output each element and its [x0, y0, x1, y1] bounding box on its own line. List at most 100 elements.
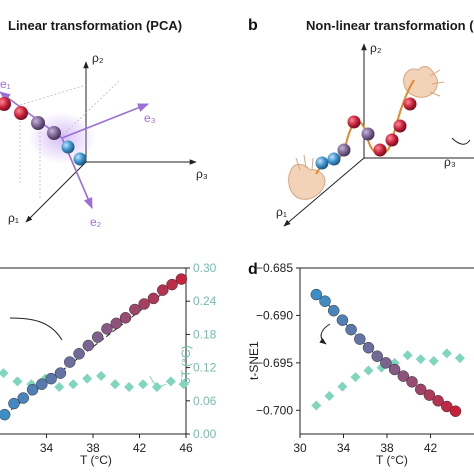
temp-point-c: [91, 331, 104, 343]
sphere-red: [14, 106, 28, 120]
tsne-spheres: [315, 97, 417, 170]
x-tick-label-c: 42: [133, 441, 147, 455]
temp-point-c: [8, 397, 20, 410]
curved-arrow-b: [451, 137, 471, 145]
y-tick-label-d: −0.700: [256, 403, 293, 417]
teal-diamond-c: [178, 379, 189, 390]
temp-point-c: [101, 323, 113, 335]
temp-point-d: [336, 314, 349, 326]
x-label-d: T (°C): [376, 453, 408, 467]
sphere-red: [393, 119, 407, 133]
teal-diamond-c: [110, 379, 121, 390]
temp-point-d: [354, 333, 366, 345]
sphere-purple: [361, 127, 375, 141]
temp-point-d: [380, 357, 392, 369]
y-right-tick-label-c: 0.18: [193, 327, 217, 341]
sphere-purple: [31, 116, 45, 130]
panel-a: Linear transformation (PCA) ρ₂ ρ₃ ρ₁ e₁ …: [0, 18, 208, 229]
temp-point-d: [362, 341, 375, 354]
temp-point-c: [73, 348, 85, 360]
teal-diamond-d: [415, 354, 426, 365]
panel-b-title: Non-linear transformation (t-S: [306, 18, 474, 33]
teal-diamond-d: [350, 372, 361, 383]
temp-point-d: [388, 363, 401, 376]
ticks-d: 30 34 38 42 −0.685 −0.690 −0.695 −0.700: [256, 261, 438, 455]
temp-point-d: [432, 395, 444, 407]
temp-point-d: [371, 350, 383, 362]
rho3-label-b: ρ₃: [444, 155, 456, 169]
y-right-label-c: δT (°C): [179, 345, 193, 384]
temp-point-c: [110, 317, 122, 330]
x-label-c: T (°C): [80, 453, 112, 467]
x-tick-label-c: 38: [86, 441, 100, 455]
y-tick-label-d: −0.695: [256, 356, 293, 370]
temp-point-c: [129, 303, 141, 316]
temp-point-d: [345, 323, 357, 336]
sphere-red: [403, 97, 417, 111]
y-right-tick-label-c: 0.12: [193, 361, 217, 375]
teal-diamond-c: [96, 370, 107, 381]
teal-diamond-c: [165, 376, 176, 387]
panel-d: d t-SNE1 T (°C) 30 34 38 42 −0.685 −0.690 −0.6…: [247, 261, 474, 467]
e3-label: e₃: [144, 111, 156, 125]
e3-arrow: [61, 103, 150, 139]
teal-arrow-c: [149, 375, 167, 387]
sphere-red: [347, 115, 361, 129]
sphere-purple: [47, 126, 61, 140]
x-tick-label-c: 46: [179, 441, 193, 455]
temp-point-c: [175, 273, 188, 285]
sphere-purple: [337, 143, 351, 157]
sphere-red: [385, 133, 399, 147]
temp-point-c: [157, 284, 169, 296]
temp-point-c: [166, 278, 178, 291]
teal-diamond-c: [54, 381, 65, 392]
temp-point-c: [36, 378, 48, 390]
e1-label: e₁: [0, 77, 11, 91]
teal-diamond-d: [324, 391, 335, 402]
temp-point-d: [319, 295, 331, 307]
teal-diamond-c: [0, 368, 9, 379]
temp-point-c: [82, 339, 95, 352]
temp-point-c: [147, 292, 160, 305]
temp-point-c: [119, 312, 132, 324]
temp-point-c: [54, 367, 67, 379]
teal-diamond-d: [441, 348, 452, 359]
y-right-tick-label-c: 0.30: [193, 261, 217, 275]
temp-point-d: [414, 383, 427, 396]
temp-point-c: [64, 356, 76, 368]
y-tick-label-d: −0.685: [256, 261, 293, 275]
panel-a-title: Linear transformation (PCA): [8, 18, 182, 33]
teal-diamond-c: [137, 379, 148, 390]
temp-point-c: [26, 383, 39, 396]
teal-diamond-d: [428, 355, 439, 366]
callout-arrow-d: [319, 323, 331, 345]
temp-point-d: [449, 405, 462, 417]
e2-label: e₂: [90, 215, 102, 229]
teal-diamond-c: [12, 376, 23, 387]
temp-point-c: [138, 298, 150, 310]
temp-point-d: [397, 370, 410, 382]
panel-c: δT (°C) T (°C) 34 38 42 460.00 0.06 0.12 0.18 0…: [0, 261, 217, 467]
marks-d: [310, 288, 465, 417]
x-tick-label-c: 34: [40, 441, 54, 455]
sphere-blue: [315, 156, 329, 170]
rho3-label: ρ₃: [196, 167, 208, 181]
temp-point-d: [406, 376, 418, 388]
temp-point-c: [0, 408, 11, 421]
sphere-red: [0, 97, 11, 111]
y-tick-label-d: −0.690: [256, 308, 293, 322]
temp-point-d: [423, 389, 436, 401]
sphere-blue: [73, 152, 87, 166]
rho1-label: ρ₁: [8, 211, 19, 225]
callout-arrow-c: [9, 317, 63, 341]
teal-diamond-d: [311, 400, 322, 411]
rho2-label-b: ρ₂: [370, 41, 382, 55]
panel-b: b Non-linear transformation (t-S ρ₂ ρ₃ ρ…: [248, 17, 474, 227]
temp-point-d: [310, 288, 323, 301]
temp-point-c: [45, 372, 57, 385]
x-tick-label-d: 38: [380, 441, 394, 455]
rho2-label: ρ₂: [92, 51, 104, 65]
temp-point-c: [17, 392, 29, 404]
panel-b-letter: b: [248, 17, 258, 34]
